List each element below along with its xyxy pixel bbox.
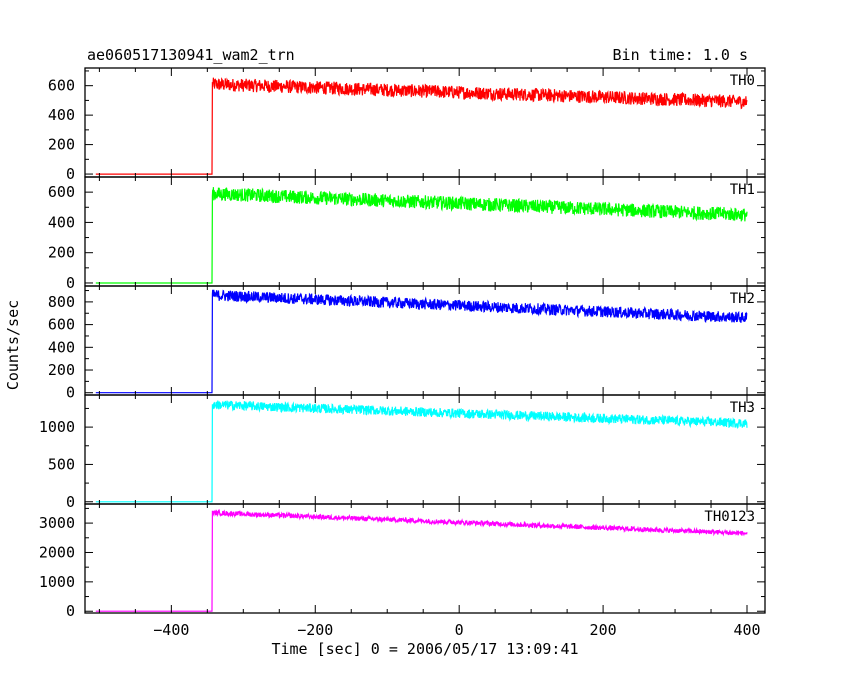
panel-th2: 0 200 400 600 800 TH2 <box>48 285 766 402</box>
series-line-th0123 <box>95 508 748 612</box>
y-tick-label: 0 <box>66 165 75 183</box>
series-line-th1 <box>95 187 748 284</box>
panel-label-th3: TH3 <box>730 400 755 416</box>
x-tick-label: 200 <box>590 621 617 639</box>
y-tick-label: 3000 <box>39 514 75 532</box>
panel-label-th0123: TH0123 <box>704 509 755 525</box>
x-axis-label: Time [sec] 0 = 2006/05/17 13:09:41 <box>271 640 578 658</box>
x-tick-label: 400 <box>733 621 760 639</box>
panel-th3: 0 500 1000 TH3 <box>39 394 766 511</box>
y-axis-label: Counts/sec <box>4 300 22 390</box>
series-line-th2 <box>95 289 748 394</box>
y-tick-label: 2000 <box>39 543 75 561</box>
y-tick-label: 400 <box>48 338 75 356</box>
y-tick-label: 200 <box>48 361 75 379</box>
y-tick-label: 0 <box>66 274 75 292</box>
x-tick-label: −400 <box>153 621 189 639</box>
y-tick-label: 1000 <box>39 573 75 591</box>
panels-group: 0 200 400 600 TH0 0 200 400 600 TH1 0 200 400 600 800 T… <box>39 67 766 639</box>
panel-th0: 0 200 400 600 TH0 <box>48 67 766 183</box>
panel-frame <box>84 176 766 287</box>
y-tick-label: 0 <box>66 384 75 402</box>
y-tick-label: 0 <box>66 493 75 511</box>
panel-label-th0: TH0 <box>730 73 755 89</box>
y-tick-label: 600 <box>48 183 75 201</box>
y-tick-label: 0 <box>66 602 75 620</box>
y-tick-label: 1000 <box>39 418 75 436</box>
y-tick-label: 400 <box>48 106 75 124</box>
series-line-th0 <box>95 77 748 175</box>
panel-th0123: 0 1000 2000 3000 TH0123 <box>39 503 766 620</box>
panel-label-th1: TH1 <box>730 182 755 198</box>
x-tick-label: −200 <box>297 621 333 639</box>
y-tick-label: 200 <box>48 136 75 154</box>
panel-label-th2: TH2 <box>730 291 755 307</box>
y-tick-label: 600 <box>48 77 75 95</box>
bin-time-label: Bin time: 1.0 s <box>613 46 748 64</box>
series-line-th3 <box>95 400 748 503</box>
panel-frame <box>84 503 766 614</box>
y-tick-label: 200 <box>48 244 75 262</box>
y-tick-label: 800 <box>48 293 75 311</box>
y-tick-label: 400 <box>48 213 75 231</box>
x-tick-label: 0 <box>455 621 464 639</box>
panel-th1: 0 200 400 600 TH1 <box>48 176 766 292</box>
y-tick-label: 600 <box>48 316 75 334</box>
y-tick-label: 500 <box>48 455 75 473</box>
chart-title: ae060517130941_wam2_trn <box>87 46 295 64</box>
